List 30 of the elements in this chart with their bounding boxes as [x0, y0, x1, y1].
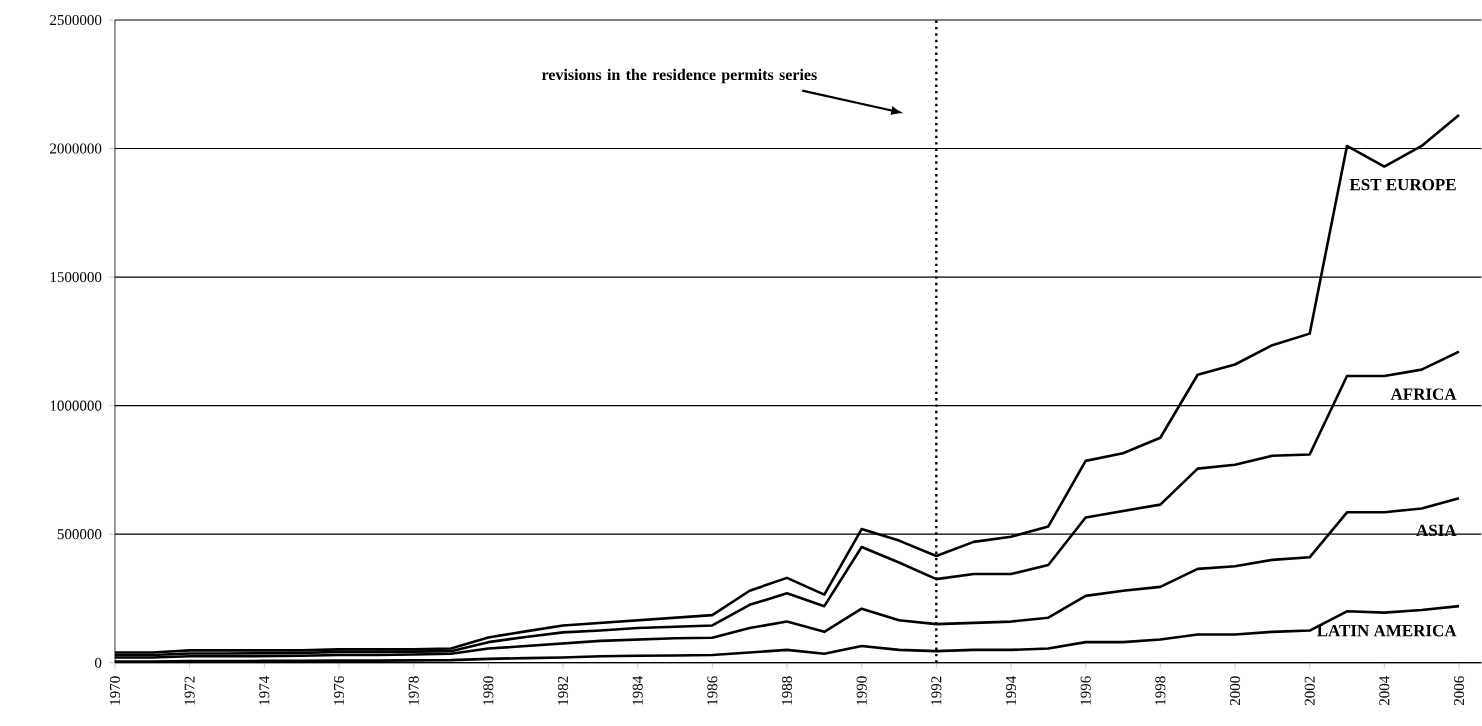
x-tick-label: 1970 — [109, 676, 121, 705]
x-tick-label: 1978 — [408, 676, 419, 705]
y-tick-label: 2000000 — [50, 143, 102, 154]
x-tick-label: 2002 — [1304, 676, 1315, 706]
x-tick-label: 1976 — [333, 676, 345, 705]
series-label: AFRICA — [1390, 388, 1457, 401]
x-tick-label: 1984 — [632, 676, 643, 705]
y-tick-label: 1000000 — [50, 400, 102, 411]
x-tick-label: 1996 — [1080, 676, 1091, 705]
x-tick-label: 1994 — [1005, 676, 1017, 705]
x-tick-label: 1974 — [259, 676, 270, 705]
x-tick-label: 1982 — [557, 676, 569, 705]
x-tick-label: 1980 — [483, 676, 494, 705]
y-tick-label: 2500000 — [50, 15, 102, 26]
y-tick-label: 1500000 — [50, 272, 102, 283]
x-tick-label: 2000 — [1229, 676, 1241, 706]
x-tick-label: 1990 — [856, 676, 867, 705]
x-tick-label: 2006 — [1453, 676, 1465, 706]
series-label: LATIN AMERICA — [1317, 625, 1457, 637]
x-tick-label: 2004 — [1379, 676, 1390, 706]
series-label: ASIA — [1416, 524, 1457, 537]
y-tick-label: 0 — [94, 657, 102, 668]
annotation: revisions in the residence permits series — [541, 68, 817, 84]
series-label: EST EUROPE — [1349, 179, 1456, 191]
x-tick-label: 1998 — [1155, 676, 1166, 705]
x-tick-label: 1986 — [707, 676, 718, 705]
y-tick-label: 500000 — [57, 529, 102, 540]
x-tick-label: 1992 — [931, 676, 942, 705]
x-tick-label: 1988 — [781, 676, 793, 705]
x-tick-label: 1972 — [184, 676, 195, 705]
